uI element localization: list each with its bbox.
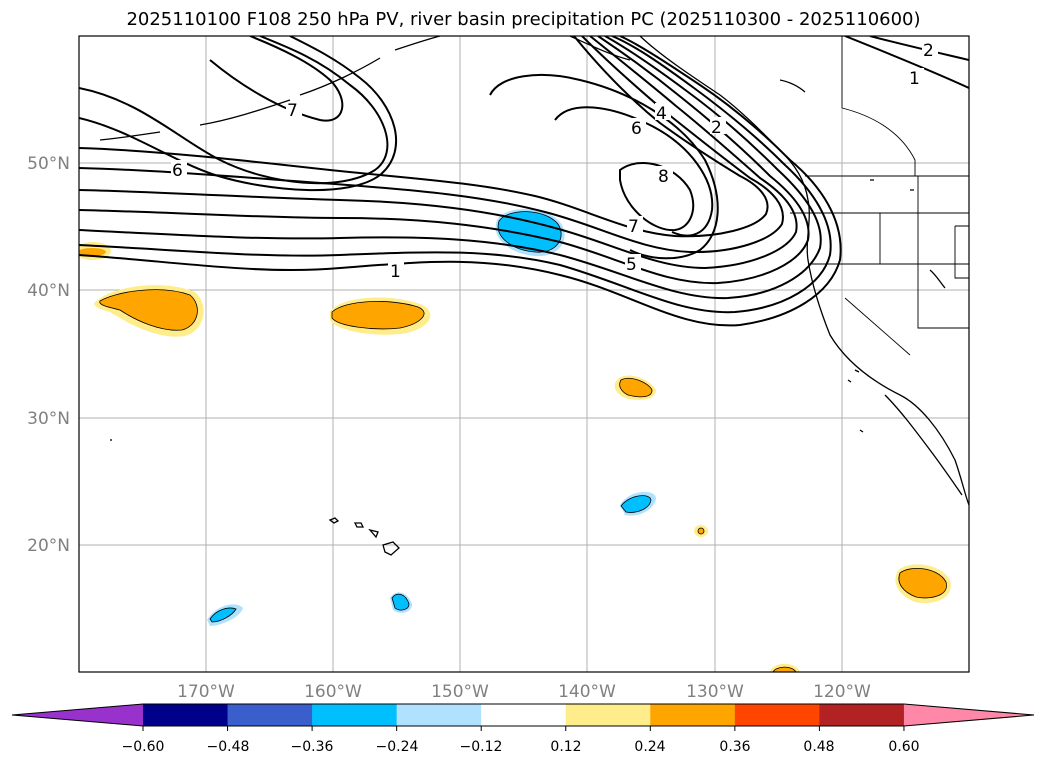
lon-tick-140w: 140°W	[558, 682, 616, 702]
colorbar	[11, 703, 1035, 731]
colorbar-label: −0.48	[207, 739, 250, 755]
colorbar-label: −0.60	[122, 739, 165, 755]
colorbar-swatch	[396, 704, 482, 726]
colorbar-label: 0.48	[803, 739, 834, 755]
lon-tick-labels: 170°W 160°W 150°W 140°W 130°W 120°W	[177, 682, 871, 702]
contour-label: 6	[631, 119, 642, 139]
colorbar-extend-low	[12, 704, 143, 726]
colorbar-tick-labels: −0.60 −0.48 −0.36 −0.24 −0.12 0.12 0.24 …	[122, 739, 920, 755]
colorbar-swatch	[481, 704, 567, 726]
colorbar-label: −0.24	[376, 739, 419, 755]
contour-label: 1	[909, 69, 920, 89]
colorbar-swatch	[565, 704, 651, 726]
colorbar-swatch	[312, 704, 398, 726]
colorbar-swatch	[819, 704, 905, 726]
colorbar-label: 0.12	[550, 739, 581, 755]
colorbar-label: −0.12	[460, 739, 503, 755]
colorbar-extend-high	[903, 704, 1034, 726]
contour-label: 7	[628, 217, 639, 237]
pv-contours	[79, 36, 969, 327]
map-title: 2025110100 F108 250 hPa PV, river basin …	[126, 9, 921, 30]
lon-tick-130w: 130°W	[686, 682, 744, 702]
contour-label: 4	[656, 104, 667, 124]
lat-tick-20: 20°N	[27, 536, 70, 556]
colorbar-label: 0.60	[888, 739, 919, 755]
colorbar-label: −0.36	[291, 739, 334, 755]
colorbar-swatch	[143, 704, 229, 726]
gridlines	[79, 36, 969, 672]
contour-label: 2	[711, 118, 722, 138]
colorbar-swatch	[227, 704, 313, 726]
contour-label: 7	[287, 101, 298, 121]
lon-tick-120w: 120°W	[813, 682, 871, 702]
lon-tick-150w: 150°W	[431, 682, 489, 702]
lat-tick-50: 50°N	[27, 154, 70, 174]
contour-label: 6	[172, 161, 183, 181]
lat-tick-30: 30°N	[27, 409, 70, 429]
contour-label: 5	[626, 255, 637, 275]
lat-tick-labels: 50°N 40°N 30°N 20°N	[27, 154, 70, 556]
colorbar-swatch	[734, 704, 820, 726]
coastlines	[99, 36, 969, 556]
contour-labels: 1 5 7 8 6 4 2 6 7 1 2	[171, 40, 938, 282]
contour-label: 2	[923, 41, 934, 61]
lon-tick-170w: 170°W	[177, 682, 235, 702]
lat-tick-40: 40°N	[27, 281, 70, 301]
lon-tick-160w: 160°W	[304, 682, 362, 702]
colorbar-label: 0.24	[634, 739, 665, 755]
colorbar-swatch	[650, 704, 736, 726]
contour-label: 1	[390, 262, 401, 282]
contour-label: 8	[658, 167, 669, 187]
colorbar-label: 0.36	[719, 739, 750, 755]
state-borders	[790, 36, 969, 356]
